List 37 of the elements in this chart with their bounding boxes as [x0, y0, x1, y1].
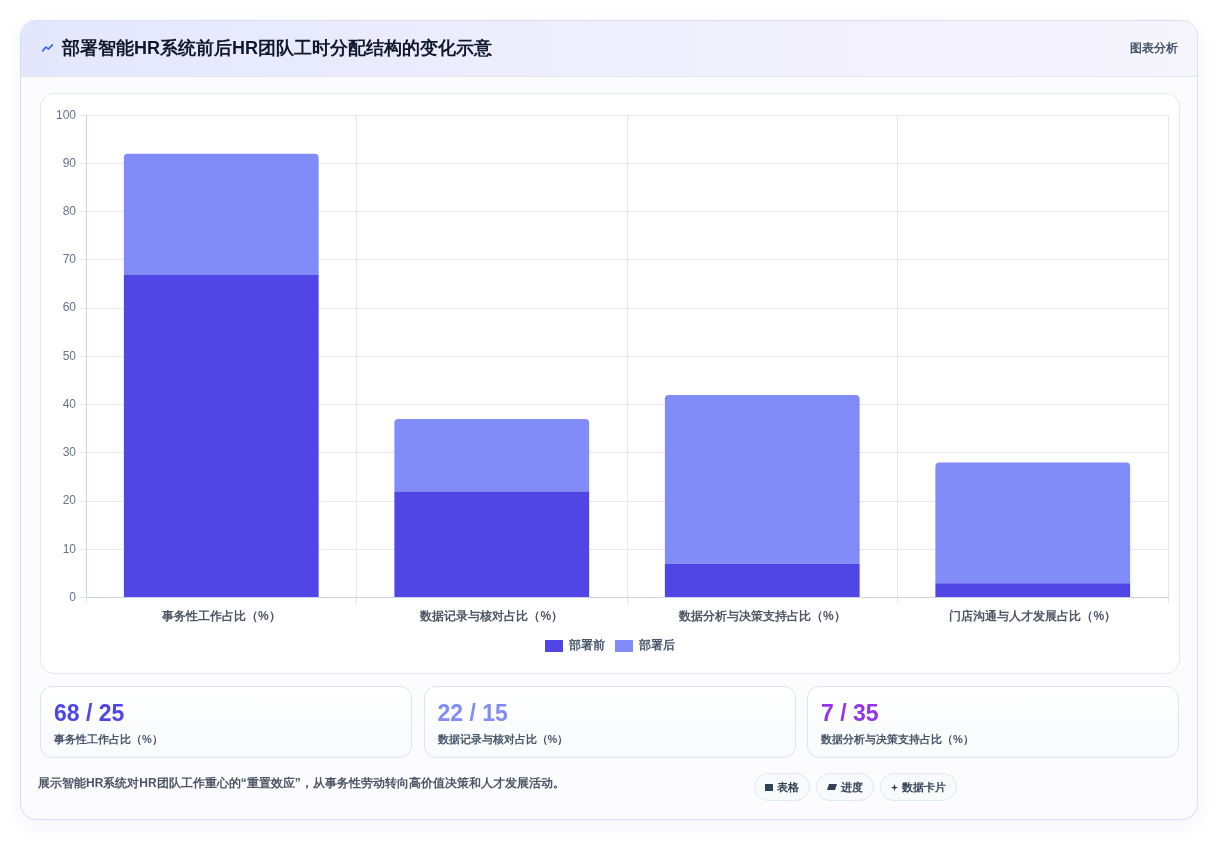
- y-tick-label: 90: [62, 155, 77, 170]
- bar: [664, 563, 860, 598]
- y-tick-label: 60: [62, 300, 77, 315]
- legend-label: 部署前: [568, 638, 605, 653]
- y-tick-label: 10: [62, 541, 77, 556]
- text: 展示智能HR系统对HR团队工作重心的“重置效应”，从事务性劳动转向高价值决策和人才发展活动。: [38, 775, 565, 791]
- x-tick-label: 门店沟通与人才发展占比（%）: [949, 609, 1117, 624]
- y-tick-label: 40: [62, 396, 77, 411]
- chart-title: 部署智能HR系统前后HR团队工时分配结构的变化示意: [62, 37, 492, 59]
- text: 7 / 35: [821, 699, 879, 727]
- y-tick-label: 100: [55, 107, 77, 122]
- y-tick-label: 70: [62, 252, 77, 267]
- y-tick-label: 0: [69, 589, 77, 604]
- y-tick-label: 30: [62, 445, 77, 460]
- text: 表格: [777, 779, 799, 795]
- text: 68 / 25: [54, 699, 125, 727]
- text: 22 / 15: [437, 699, 508, 727]
- text: 数据分析与决策支持占比（%）: [821, 732, 974, 746]
- text: 数据卡片: [902, 779, 946, 795]
- y-tick-label: 20: [62, 493, 77, 508]
- text: 进度: [841, 779, 863, 795]
- bar: [664, 394, 860, 564]
- bar: [123, 153, 319, 275]
- text: 图表分析: [1130, 40, 1178, 56]
- x-tick-label: 数据分析与决策支持占比（%）: [677, 609, 846, 624]
- x-tick-label: 事务性工作占比（%）: [160, 609, 281, 624]
- y-tick-label: 50: [62, 348, 77, 363]
- bar: [935, 583, 1131, 598]
- bar: [123, 274, 319, 598]
- bar: [935, 462, 1131, 584]
- text: 数据记录与核对占比（%）: [437, 732, 569, 746]
- text: 事务性工作占比（%）: [54, 732, 163, 746]
- y-tick-label: 80: [62, 203, 77, 218]
- x-tick-label: 数据记录与核对占比（%）: [419, 609, 564, 624]
- legend-label: 部署后: [638, 638, 675, 653]
- bar: [394, 491, 590, 598]
- bar: [394, 419, 590, 492]
